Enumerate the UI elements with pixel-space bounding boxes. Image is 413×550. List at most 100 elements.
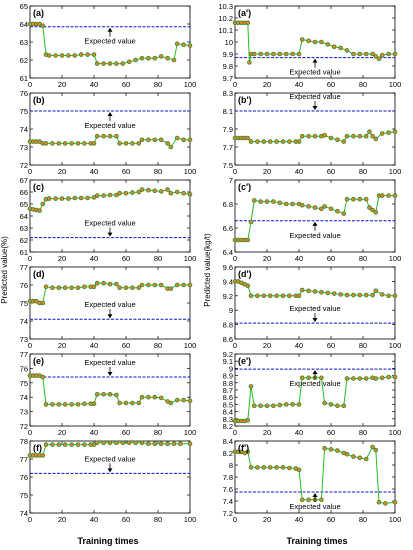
data-point [255, 465, 260, 470]
plot-frame [234, 353, 396, 427]
x-tick-label: 20 [58, 167, 66, 176]
x-tick-label: 100 [389, 428, 402, 437]
panel-label: (c) [33, 182, 44, 192]
x-tick-label: 0 [233, 341, 237, 350]
y-tick-label: 7.6 [223, 485, 233, 494]
chart-panel: 73 74 75 76 77 0 20 40 60 80 100 Expected value (d) [20, 263, 197, 350]
y-tick-label: 9 [229, 364, 233, 373]
expected-value-label: Expected value [84, 121, 135, 130]
data-point [168, 286, 174, 291]
data-point [392, 293, 398, 299]
y-tick-label: 9.4 [223, 277, 233, 286]
data-point [296, 467, 302, 473]
data-point [168, 400, 174, 406]
expected-arrowhead [312, 58, 318, 63]
x-tick-label: 100 [389, 80, 402, 89]
data-point [248, 139, 254, 144]
y-tick-label: 7.5 [223, 161, 233, 170]
x-tick-label: 80 [154, 80, 162, 89]
data-point [43, 284, 49, 290]
data-point [165, 55, 170, 61]
data-point [271, 403, 276, 409]
data-point [37, 208, 42, 213]
data-point [312, 205, 318, 210]
data-point [62, 141, 68, 146]
data-point [82, 284, 87, 290]
data-point [341, 139, 347, 144]
y-tick-label: 64 [20, 212, 28, 221]
panel-label: (f) [33, 443, 42, 453]
data-point [322, 445, 327, 451]
data-point [56, 285, 62, 291]
data-point [101, 440, 106, 446]
data-point [248, 384, 254, 389]
data-point [101, 280, 106, 286]
right-xlabel: Training times [286, 536, 347, 546]
data-point [306, 38, 311, 44]
expected-value-label: Expected value [84, 300, 135, 309]
chart-panel: 8.28.38.48.58.68.78.88.999.19.2 0 20 40 60 80… [223, 350, 402, 437]
x-tick-label: 60 [327, 167, 335, 176]
data-point [306, 204, 311, 209]
data-point [367, 129, 372, 135]
data-point [319, 289, 324, 295]
data-point [59, 196, 65, 201]
data-point [258, 199, 263, 204]
chart-panel: 8.6 8.8 9 9.2 9.4 9.6 0 20 40 60 80 100 Expected val… [223, 263, 402, 350]
y-tick-label: 65 [20, 2, 28, 11]
data-point [299, 202, 305, 208]
data-point [126, 59, 132, 65]
x-tick-label: 60 [122, 80, 130, 89]
data-point [107, 440, 113, 446]
x-tick-label: 0 [233, 428, 237, 437]
data-point [152, 55, 158, 61]
panel-label: (d) [33, 269, 45, 279]
x-tick-label: 20 [263, 341, 271, 350]
chart-panel: 6.4 6.6 6.8 7 0 20 40 60 80 100 Expected value (c') [223, 176, 402, 263]
y-tick-label: 8.9 [223, 372, 233, 381]
data-point [335, 208, 340, 214]
data-point [146, 282, 151, 288]
x-tick-label: 40 [295, 515, 303, 524]
data-point [136, 141, 142, 146]
x-tick-label: 40 [90, 254, 98, 263]
x-tick-label: 40 [295, 341, 303, 350]
data-point [117, 141, 122, 146]
data-point [373, 54, 379, 59]
data-point [290, 201, 295, 207]
data-point [123, 400, 129, 406]
data-point [40, 374, 46, 380]
data-point [43, 442, 49, 447]
data-point [280, 293, 286, 299]
chart-panel: 7.5 7.7 7.9 8.1 8.3 0 20 40 60 80 100 Expected valu… [223, 89, 402, 176]
y-tick-label: 74 [20, 317, 28, 326]
x-tick-label: 0 [28, 341, 32, 350]
x-tick-label: 100 [389, 167, 402, 176]
y-tick-label: 62 [20, 236, 28, 245]
data-point [306, 133, 311, 139]
data-point [120, 61, 126, 66]
expected-arrowhead [107, 314, 113, 319]
data-point [251, 198, 257, 203]
x-tick-label: 60 [327, 80, 335, 89]
data-point [283, 402, 289, 407]
x-tick-label: 60 [327, 341, 335, 350]
data-point [373, 447, 379, 453]
data-point [277, 200, 283, 206]
y-tick-label: 76 [20, 281, 28, 290]
data-point [181, 282, 186, 288]
data-point [152, 282, 158, 288]
data-point [255, 139, 260, 144]
data-point [126, 440, 132, 446]
y-tick-label: 73 [20, 143, 28, 152]
expected-value-label: Expected value [84, 219, 135, 228]
y-tick-label: 77 [20, 455, 28, 464]
data-point [306, 375, 311, 381]
data-point [245, 417, 251, 423]
data-point [379, 375, 385, 381]
data-point [139, 55, 145, 61]
x-tick-label: 20 [263, 428, 271, 437]
data-point [158, 395, 164, 401]
expected-arrowhead [107, 372, 113, 377]
data-point [344, 451, 350, 457]
